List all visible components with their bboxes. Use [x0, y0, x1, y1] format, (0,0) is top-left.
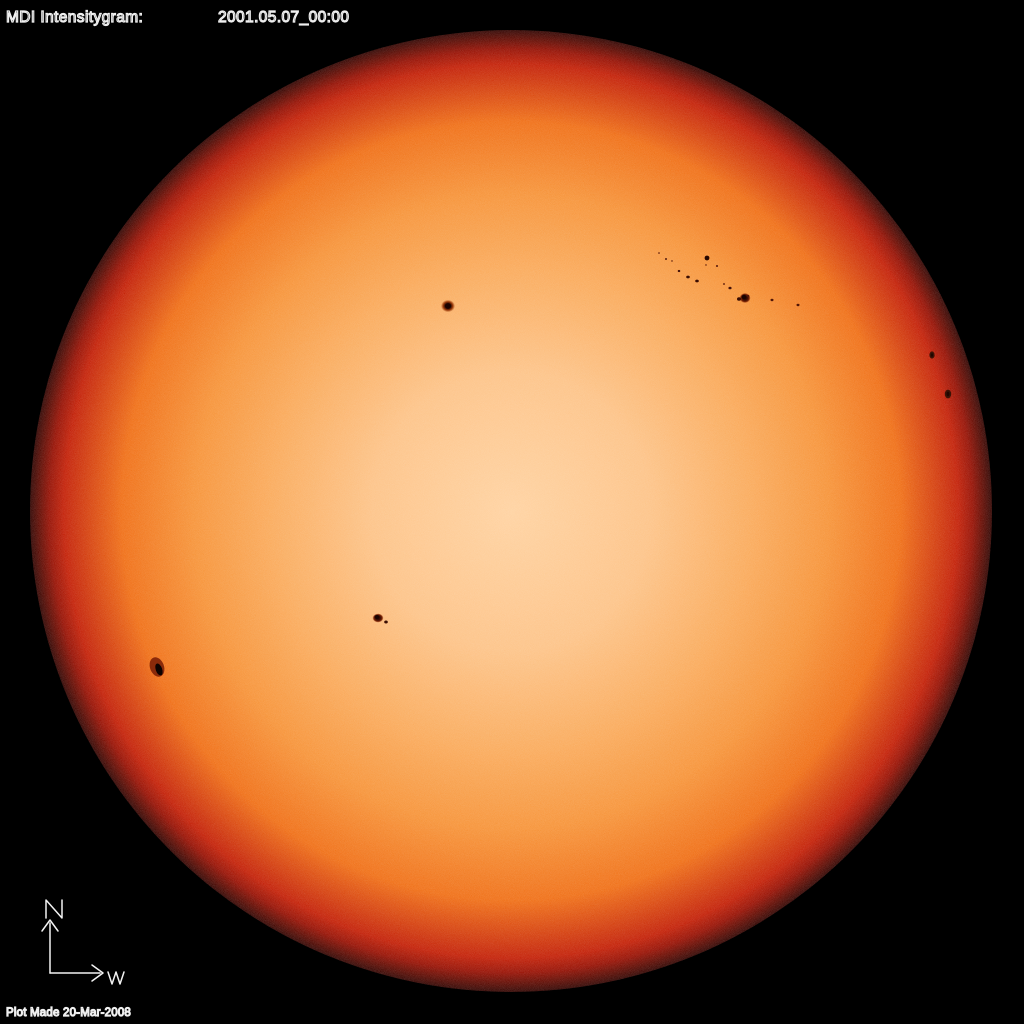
svg-text:2001.05.07_00:00: 2001.05.07_00:00 — [218, 9, 349, 26]
svg-text:Plot Made 20-Mar-2008: Plot Made 20-Mar-2008 — [6, 1007, 131, 1019]
svg-text:MDI Intensitygram:: MDI Intensitygram: — [6, 9, 143, 26]
